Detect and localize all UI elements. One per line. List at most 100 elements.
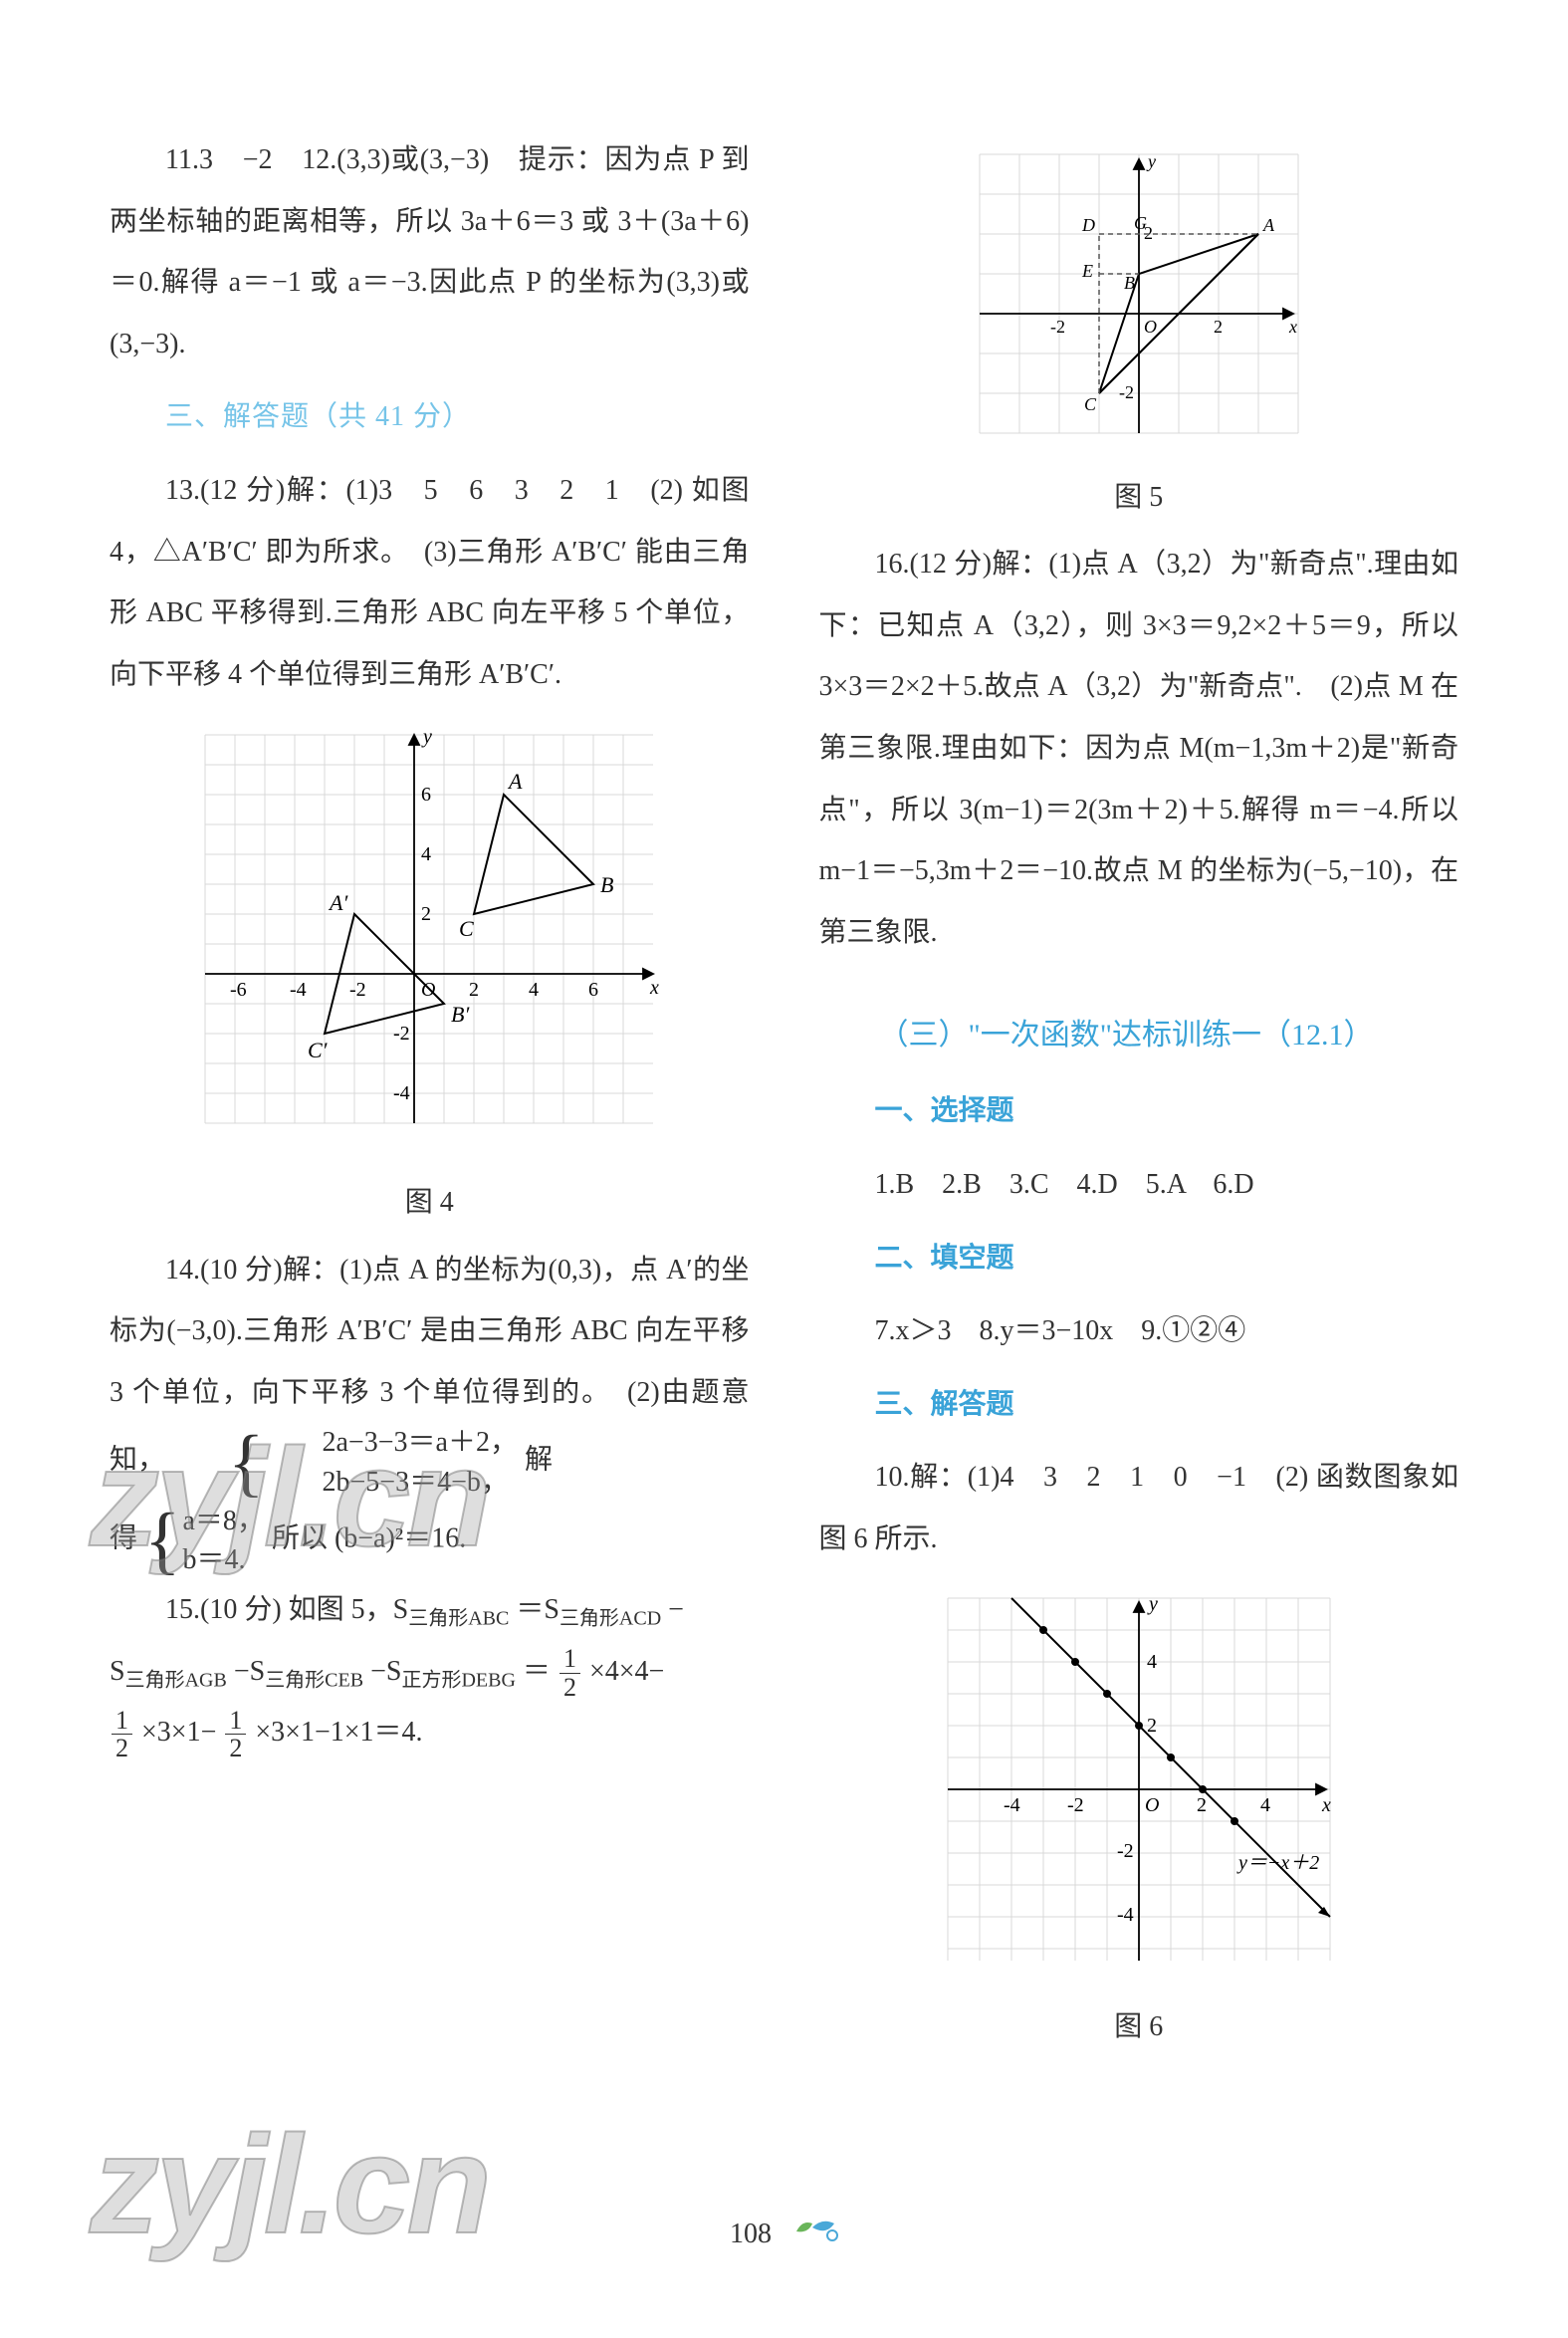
mc-answers: 1.B 2.B 3.C 4.D 5.A 6.D (819, 1154, 1459, 1216)
line-label: y＝−x＋2 (1236, 1852, 1319, 1874)
frac-half-3: 12 (225, 1707, 246, 1762)
case-14-a: 2a−3−3＝a＋2， (267, 1423, 518, 1462)
svg-text:6: 6 (588, 979, 598, 1001)
figure-6-ticks: -4-2 24 -4-2 24 O x y (1004, 1593, 1331, 1926)
problem-13: 13.(12 分)解：(1)3 5 6 3 2 1 (2) 如图 4，△A′B′… (110, 460, 750, 705)
svg-text:-2: -2 (1050, 317, 1065, 337)
section-3-head-right: 三、解答题 (819, 1374, 1459, 1436)
brace-icon: { (144, 1521, 180, 1559)
svg-text:-2: -2 (349, 979, 366, 1001)
section-3-head-left: 三、解答题（共 41 分） (110, 386, 750, 448)
p14b-after: 所以 (b−a)²＝16. (272, 1522, 466, 1553)
svg-text:-4: -4 (1004, 1794, 1020, 1816)
svg-text:2: 2 (1214, 317, 1223, 337)
svg-text:O: O (1144, 317, 1157, 337)
svg-text:E: E (1081, 261, 1093, 281)
svg-text:2: 2 (1197, 1794, 1207, 1816)
figure-4: -6-4-2 246 -4-2 246 O x y ABC (110, 725, 750, 1233)
watermark-2: zyjl.cn (90, 2031, 488, 2338)
case-14b-a: a＝8， (183, 1502, 265, 1540)
problem-14-part1: 14.(10 分)解：(1)点 A 的坐标为(0,3)，点 A′的坐标为(−3,… (110, 1240, 750, 1502)
svg-text:A: A (1262, 215, 1275, 235)
problem-14-after: 解 (525, 1445, 553, 1476)
svg-text:-2: -2 (393, 1023, 410, 1045)
figure-4-svg: -6-4-2 246 -4-2 246 O x y ABC (190, 725, 668, 1143)
problem-10: 10.解：(1)4 3 2 1 0 −1 (2) 函数图象如图 6 所示. (819, 1447, 1459, 1569)
figure-5-axes (980, 159, 1293, 433)
problem-14b-cases: { a＝8， b＝4. (144, 1502, 265, 1579)
problem-14-cases: { 2a−3−3＝a＋2， 2b−5−3＝4−b， (172, 1423, 518, 1501)
problem-11-12: 11.3 −2 12.(3,3)或(3,−3) 提示：因为点 P 到两坐标轴的距… (110, 129, 750, 374)
case-14-b: 2b−5−3＝4−b， (267, 1463, 518, 1502)
problem-15-line2: S三角形AGB −S三角形CEB −S正方形DEBG ＝ 12 ×4×4− (110, 1641, 750, 1703)
svg-text:y: y (1146, 151, 1156, 171)
svg-text:-2: -2 (1117, 1840, 1134, 1862)
svg-text:x: x (649, 977, 659, 999)
p15b-mid2: −S (370, 1656, 401, 1687)
svg-text:A: A (507, 769, 523, 794)
p15b-mid1: −S (234, 1656, 265, 1687)
unit-heading: （三）"一次函数"达标训练一（12.1） (819, 1003, 1459, 1068)
case-14b-b: b＝4. (183, 1540, 265, 1579)
svg-text:G: G (1134, 213, 1147, 233)
svg-text:4: 4 (421, 843, 431, 865)
two-column-layout: 11.3 −2 12.(3,3)或(3,−3) 提示：因为点 P 到两坐标轴的距… (110, 129, 1458, 2064)
svg-text:x: x (1321, 1794, 1331, 1816)
leaf-icon (792, 2205, 838, 2266)
svg-text:4: 4 (1147, 1651, 1157, 1673)
svg-text:2: 2 (469, 979, 479, 1001)
svg-text:A′: A′ (328, 890, 348, 915)
svg-text:B′: B′ (451, 1002, 470, 1027)
section-1-head: 一、选择题 (819, 1080, 1459, 1142)
sub-ceb: 三角形CEB (265, 1669, 363, 1691)
svg-text:C: C (1084, 394, 1097, 414)
line-arrow (1318, 1907, 1330, 1917)
sub-acd: 三角形ACD (560, 1608, 661, 1630)
figure-6-svg: -4-2 24 -4-2 24 O x y y＝−x (940, 1590, 1338, 1969)
p15b-pre: S (110, 1656, 125, 1687)
svg-text:B: B (600, 872, 613, 897)
left-column: 11.3 −2 12.(3,3)或(3,−3) 提示：因为点 P 到两坐标轴的距… (110, 129, 750, 2064)
p15a-pre: 15.(10 分) 如图 5，S (165, 1594, 408, 1625)
sub-agb: 三角形AGB (125, 1669, 227, 1691)
svg-text:4: 4 (529, 979, 539, 1001)
p15c-mid1: ×3×1− (141, 1717, 216, 1748)
figure-6-axes (948, 1602, 1326, 1961)
sub-debg: 正方形DEBG (401, 1669, 515, 1691)
p15a-mid2: − (668, 1594, 684, 1625)
problem-15-line1: 15.(10 分) 如图 5，S三角形ABC ＝S三角形ACD − (110, 1579, 750, 1641)
svg-text:C′: C′ (308, 1038, 329, 1062)
problem-15-line3: 12 ×3×1− 12 ×3×1−1×1＝4. (110, 1702, 750, 1763)
p15b-mid3: ＝ (523, 1656, 551, 1687)
figure-6: -4-2 24 -4-2 24 O x y y＝−x (819, 1590, 1459, 2058)
frac-half-2: 12 (112, 1707, 132, 1762)
svg-text:x: x (1288, 317, 1297, 337)
svg-text:-4: -4 (290, 979, 307, 1001)
problem-16: 16.(12 分)解：(1)点 A（3,2）为"新奇点".理由如下：已知点 A（… (819, 534, 1459, 963)
figure-5: -22 -22 O x y (819, 149, 1459, 528)
svg-text:-4: -4 (393, 1082, 410, 1104)
svg-text:-2: -2 (1067, 1794, 1084, 1816)
p14b-pre: 得 (110, 1522, 137, 1553)
svg-text:2: 2 (1147, 1715, 1157, 1737)
figure-6-caption: 图 6 (819, 1996, 1459, 2058)
svg-text:D: D (1081, 215, 1095, 235)
figure-5-caption: 图 5 (819, 467, 1459, 529)
page-number: 108 (0, 2204, 1568, 2266)
svg-text:-2: -2 (1119, 382, 1134, 402)
page: 11.3 −2 12.(3,3)或(3,−3) 提示：因为点 P 到两坐标轴的距… (0, 0, 1568, 2316)
frac-half-1: 12 (560, 1645, 580, 1701)
svg-text:2: 2 (421, 903, 431, 925)
p15b-after: ×4×4− (589, 1656, 664, 1687)
section-2-head: 二、填空题 (819, 1228, 1459, 1289)
brace-icon: { (172, 1444, 264, 1482)
svg-text:-6: -6 (230, 979, 247, 1001)
sub-abc: 三角形ABC (408, 1608, 509, 1630)
svg-text:4: 4 (1260, 1794, 1270, 1816)
svg-text:B: B (1124, 273, 1135, 293)
svg-text:6: 6 (421, 784, 431, 806)
svg-text:C: C (459, 916, 474, 941)
svg-text:y: y (1147, 1593, 1158, 1615)
fill-answers: 7.x＞3 8.y＝3−10x 9.①②④ (819, 1300, 1459, 1362)
p15c-mid2: ×3×1−1×1＝4. (255, 1717, 422, 1748)
